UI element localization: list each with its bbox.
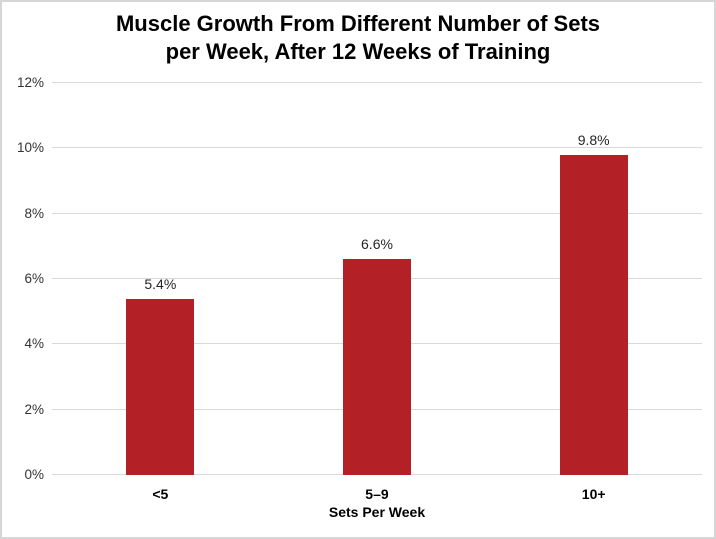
bar-value-label: 9.8%: [577, 131, 610, 148]
chart-title: Muscle Growth From Different Number of S…: [115, 11, 601, 64]
x-tick-label: 10+: [581, 486, 606, 502]
x-tick-label: <5: [152, 486, 169, 502]
bar-slot: 6.6% 5–9: [269, 83, 486, 502]
bar: [126, 298, 195, 475]
gridline: [52, 147, 702, 149]
y-tick-label: 12%: [16, 75, 44, 90]
y-tick-label: 10%: [16, 140, 44, 156]
plot-area: 0% 2% 4% 6% 8% 10% 12% 5.4% <5 6.6% 5–9 9.8% 10+: [17, 75, 702, 502]
bar: [559, 154, 628, 475]
y-tick-label: 0%: [24, 467, 44, 482]
bar-value-label: 5.4%: [144, 275, 177, 292]
y-tick-label: 8%: [24, 205, 44, 221]
y-tick-label: 6%: [24, 271, 44, 286]
bar-value-label: 6.6%: [361, 236, 393, 253]
x-tick-label: 5–9: [365, 486, 389, 502]
bar: [342, 259, 411, 475]
bar-slot: 5.4% <5: [52, 83, 269, 502]
bar-slot: 9.8% 10+: [485, 83, 702, 502]
y-tick-label: 4%: [24, 336, 44, 352]
x-axis-title: Sets Per Week: [328, 504, 426, 520]
gridline: [52, 212, 702, 214]
gridline: [52, 82, 702, 83]
y-tick-label: 2%: [24, 401, 44, 417]
